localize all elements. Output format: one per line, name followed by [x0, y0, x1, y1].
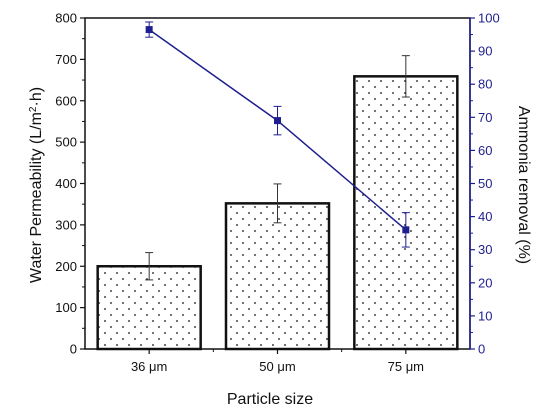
- left-tick-label: 400: [55, 176, 77, 191]
- left-tick-label: 300: [55, 217, 77, 232]
- right-tick-label: 80: [478, 77, 492, 92]
- right-tick-label: 50: [478, 176, 492, 191]
- line-point: [145, 26, 153, 34]
- right-tick-label: 20: [478, 275, 492, 290]
- left-axis-title-sup: 2: [28, 106, 39, 112]
- right-tick-label: 30: [478, 242, 492, 257]
- bars: [96, 75, 459, 351]
- bar: [224, 202, 331, 351]
- x-axis-title: Particle size: [227, 391, 313, 408]
- left-axis-title-main: Water Permeability (L/m: [28, 112, 45, 283]
- right-tick-label: 60: [478, 143, 492, 158]
- right-tick-label: 100: [478, 11, 500, 26]
- right-axis-title: Ammonia removal (%): [515, 106, 532, 264]
- right-tick-label: 0: [478, 342, 485, 357]
- right-tick-label: 90: [478, 44, 492, 59]
- right-tick-label: 10: [478, 308, 492, 323]
- left-tick-label: 100: [55, 300, 77, 315]
- left-axis-title: Water Permeability (L/m2·h): [28, 87, 46, 283]
- left-tick-label: 0: [70, 342, 77, 357]
- ammonia-line-series: [145, 21, 410, 248]
- x-tick-label: 50 μm: [259, 359, 295, 374]
- x-axis-ticks: 36 μm 50 μm 75 μm: [131, 349, 424, 374]
- right-axis-ticks: 0 10 20 30 40 50 60 70 80 90 100: [469, 11, 500, 357]
- x-tick-label: 36 μm: [131, 359, 167, 374]
- right-tick-label: 40: [478, 209, 492, 224]
- line-point: [274, 117, 281, 125]
- left-tick-label: 600: [55, 93, 77, 108]
- left-tick-label: 800: [55, 11, 77, 26]
- left-tick-label: 500: [55, 135, 77, 150]
- left-tick-label: 700: [55, 52, 77, 67]
- line-point: [402, 226, 410, 234]
- x-tick-label: 75 μm: [388, 359, 424, 374]
- right-tick-label: 70: [478, 110, 492, 125]
- left-tick-label: 200: [55, 259, 77, 274]
- left-axis-ticks: 0 100 200 300 400 500 600 700 800: [55, 11, 85, 357]
- left-axis-title-end: ·h): [28, 87, 45, 107]
- bar-error-bars: [145, 55, 410, 281]
